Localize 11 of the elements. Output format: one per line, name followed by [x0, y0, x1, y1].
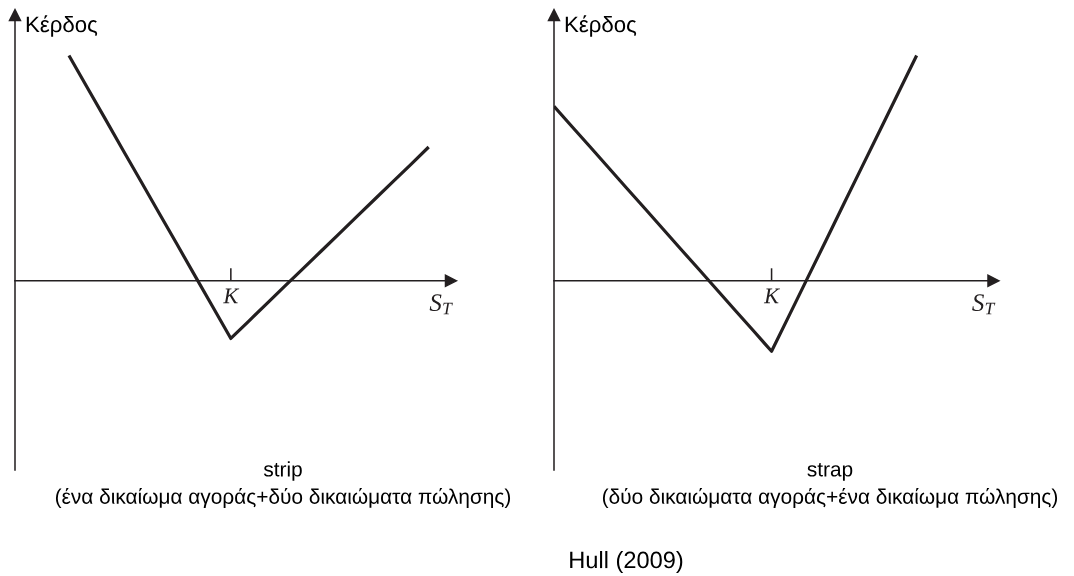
text: strap [807, 462, 853, 481]
text: Hull (2009) [570, 550, 683, 573]
y-axis-title: Κέρδος [26, 15, 98, 37]
annotation: K [223, 288, 240, 304]
y-axis-title: Κέρδος [565, 15, 637, 37]
x-axis-title: S$_{T}$ [429, 294, 453, 315]
text: (δύο δικαιώματα αγοράς+ένα δικαίωμα πώλησης) [602, 487, 1058, 509]
text: (ένα δικαίωμα αγοράς+δύο δικαιώματα πώλησης) [55, 487, 511, 509]
x-axis-title: S$_{T}$ [972, 294, 996, 315]
annotation: K [763, 288, 780, 304]
text: strip [263, 461, 302, 481]
